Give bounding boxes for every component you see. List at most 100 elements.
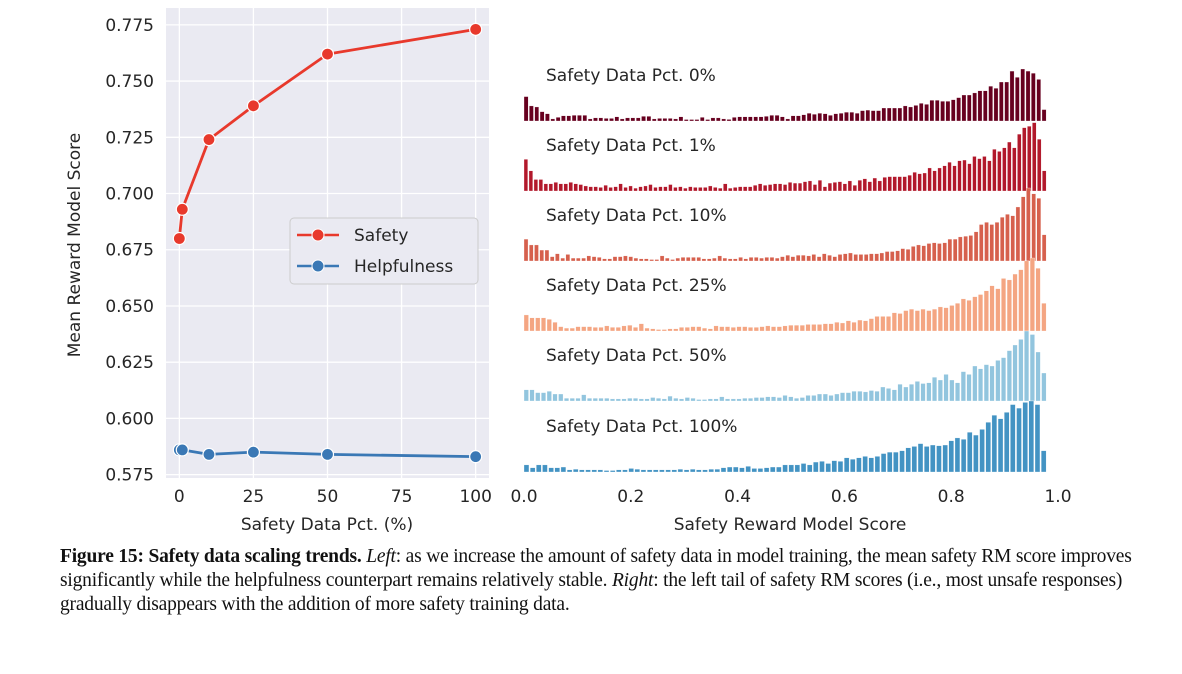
x-tick-label: 100 <box>459 487 491 507</box>
histogram-bar <box>992 149 997 192</box>
histogram-bar <box>542 464 548 473</box>
histogram-bar <box>857 391 863 402</box>
histogram-bar <box>758 116 764 122</box>
histogram-bar <box>566 115 572 122</box>
histogram-bar <box>634 469 640 473</box>
histogram-bar <box>994 222 1000 262</box>
histogram-bar <box>860 110 865 122</box>
histogram-bar <box>738 257 743 262</box>
histogram-bar <box>960 371 966 402</box>
histogram-bar <box>911 446 917 473</box>
data-point-safety <box>320 47 335 61</box>
histogram-bar <box>955 303 961 332</box>
histogram-bar <box>648 184 653 192</box>
histogram-bar <box>909 384 915 402</box>
histogram-bar <box>700 117 705 122</box>
histogram-bar <box>638 323 644 332</box>
histogram-bar <box>656 329 661 332</box>
histogram-bar <box>730 327 736 332</box>
histogram-bar <box>753 397 759 402</box>
histogram-bar <box>714 469 720 473</box>
histogram-bar <box>907 175 912 192</box>
histogram-bar <box>828 323 834 332</box>
histogram-bar <box>678 116 684 122</box>
histogram-bar <box>742 326 748 332</box>
histogram-bar <box>627 325 633 332</box>
histogram-bar <box>1034 404 1041 473</box>
histogram-bar <box>543 183 548 192</box>
histogram-bar <box>721 118 726 122</box>
histogram-bar <box>638 258 644 262</box>
histogram-bar <box>790 115 796 122</box>
histogram-bar <box>712 257 717 262</box>
histogram-bar <box>989 285 995 332</box>
histogram-bar <box>552 322 558 332</box>
histogram-bar <box>530 467 536 473</box>
histogram-bar <box>995 288 1001 332</box>
histogram-bar <box>670 259 675 262</box>
histogram-bar <box>764 257 769 262</box>
histogram-bar <box>708 469 714 473</box>
histogram-bar <box>592 327 598 332</box>
series-lines <box>172 22 483 464</box>
histogram-bar <box>983 90 988 122</box>
histogram-bar <box>968 235 974 262</box>
histogram-bar <box>899 450 905 473</box>
histogram-bar <box>1024 330 1030 402</box>
histogram-bar <box>523 314 529 332</box>
x-tick-label: 1.0 <box>1044 487 1071 507</box>
histogram-bar <box>890 251 895 262</box>
histogram-bar <box>713 187 718 192</box>
histogram-bar <box>930 444 936 473</box>
histogram-bar <box>630 117 636 122</box>
histogram-bar <box>926 243 932 262</box>
histogram-bar <box>1031 193 1036 262</box>
histogram-bar <box>1042 170 1047 192</box>
figure-caption: Figure 15: Safety data scaling trends. L… <box>60 545 1170 617</box>
histogram-bar <box>932 377 938 402</box>
histogram-bar <box>874 316 880 332</box>
histogram-bar <box>778 183 783 192</box>
histogram-bar <box>785 118 790 122</box>
histogram-bar <box>523 389 529 402</box>
histogram-bar <box>667 328 673 332</box>
histogram-bar <box>765 325 771 332</box>
histogram-bar <box>773 183 778 192</box>
histogram-bar <box>897 384 903 402</box>
x-tick-label: 25 <box>243 487 265 507</box>
x-tick-label: 75 <box>391 487 413 507</box>
histogram-bar <box>722 257 728 262</box>
histogram-bar <box>1037 139 1042 192</box>
histogram-bar <box>587 118 593 122</box>
histogram-bar <box>656 398 661 402</box>
histogram-bar <box>659 469 665 473</box>
histogram-bar <box>587 326 592 332</box>
histogram-bar <box>1035 268 1041 332</box>
histogram-bar <box>719 326 725 332</box>
histogram-bar <box>850 459 856 473</box>
histogram-bar <box>922 172 927 192</box>
histogram-bar <box>857 180 862 192</box>
histogram-bar <box>822 186 827 192</box>
histogram-bar <box>782 325 788 332</box>
histogram-bar <box>870 110 876 122</box>
histogram-bar <box>822 253 827 262</box>
histogram-bar <box>690 326 696 332</box>
histogram-bar <box>817 324 822 332</box>
histogram-bar <box>1018 269 1024 332</box>
y-tick-label: 0.750 <box>105 72 154 92</box>
histogram-bar <box>593 186 598 192</box>
histogram-bar <box>834 322 840 332</box>
histogram-bar <box>1020 68 1025 122</box>
histogram-bar <box>877 180 882 192</box>
histogram-bar <box>657 118 662 122</box>
histogram-bar <box>1029 334 1035 402</box>
histogram-bar <box>621 325 627 332</box>
histogram-bar <box>633 398 638 402</box>
histogram-bar <box>566 469 573 473</box>
histogram-bar <box>575 326 581 332</box>
histogram-bar <box>914 381 920 402</box>
histogram-bar <box>942 165 947 192</box>
caption-title: Safety data scaling trends. <box>148 546 362 567</box>
histogram-bar <box>868 457 874 473</box>
